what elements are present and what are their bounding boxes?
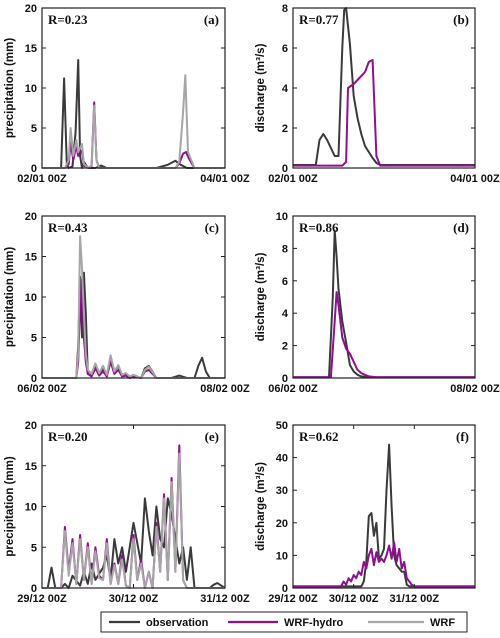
y-tick-label: 15 [25, 43, 37, 55]
series-wrf-hydro-panel-d [293, 291, 475, 379]
plot-frame-b [292, 7, 476, 169]
y-tick-label: 20 [276, 518, 288, 530]
y-axis-label-c: precipitation (mm) [4, 247, 16, 347]
legend-label-observation: observation [146, 617, 209, 629]
y-tick-label: 5 [31, 542, 37, 554]
panel-e: 0 5 10 15 20 29/12 00Z 30/12 00Z 31/12 00Z preci… [4, 420, 250, 605]
legend-label-wrf-hydro: WRF-hydro [284, 617, 344, 629]
correlation-label-c: R=0.43 [48, 220, 88, 235]
series-observation-panel-b [293, 7, 475, 166]
plot-frame-c [41, 215, 226, 379]
y-tick-label: 2 [282, 123, 288, 135]
y-tick-label: 20 [25, 211, 37, 223]
x-tick-label: 06/02 00Z [17, 383, 67, 395]
x-tick-label: 29/12 00Z [268, 593, 318, 605]
x-tick-label: 30/12 00Z [329, 593, 379, 605]
series-observation-panel-e [42, 497, 226, 589]
series-observation-panel-d [293, 229, 475, 379]
y-axis-label-d: discharge (m³/s) [255, 252, 267, 341]
x-tick-label: 02/01 00Z [268, 173, 318, 185]
correlation-label-f: R=0.62 [299, 429, 339, 444]
y-tick-label: 0 [31, 373, 37, 385]
y-axis-label-f: discharge (m³/s) [255, 462, 267, 551]
series-wrf-hydro-panel-f [293, 541, 475, 588]
series-observation-panel-c [42, 271, 225, 379]
y-tick-label: 6 [282, 43, 288, 55]
y-tick-label: 20 [25, 3, 37, 15]
y-tick-label: 50 [276, 420, 288, 432]
panel-c: 0 5 10 15 20 06/02 00Z 08/02 00Z precipitation … [4, 211, 250, 395]
y-tick-label: 4 [282, 308, 289, 320]
y-tick-label: 0 [282, 373, 288, 385]
y-tick-label: 15 [25, 252, 37, 264]
series-observation-panel-f [293, 443, 475, 588]
panel-letter-a: (a) [204, 12, 219, 27]
correlation-label-e: R=0.20 [48, 429, 88, 444]
panel-letter-b: (b) [453, 12, 469, 27]
correlation-label-a: R=0.23 [48, 12, 88, 27]
x-tick-label: 02/01 00Z [17, 173, 67, 185]
y-tick-label: 10 [276, 211, 288, 223]
correlation-label-b: R=0.77 [299, 12, 339, 27]
series-wrf-panel-e [42, 452, 225, 589]
x-tick-label: 04/01 00Z [200, 173, 250, 185]
y-tick-label: 40 [276, 453, 288, 465]
y-tick-label: 0 [282, 163, 288, 175]
x-tick-label: 08/02 00Z [200, 383, 250, 395]
y-tick-label: 0 [31, 583, 37, 595]
correlation-label-d: R=0.86 [299, 220, 339, 235]
y-tick-label: 5 [31, 333, 37, 345]
x-tick-label: 29/12 00Z [17, 593, 67, 605]
y-tick-label: 10 [25, 83, 37, 95]
series-wrf-panel-c [42, 235, 225, 379]
x-tick-label: 31/12 00Z [390, 593, 440, 605]
y-tick-label: 20 [25, 420, 37, 432]
panel-letter-c: (c) [205, 220, 219, 235]
plot-frame-f [292, 424, 476, 589]
panel-letter-e: (e) [205, 429, 219, 444]
y-axis-label-b: discharge (m³/s) [255, 43, 267, 132]
panel-f: 0 10 20 30 40 50 29/12 00Z 30/12 00Z 31/12 00Z di… [255, 420, 476, 605]
y-tick-label: 10 [25, 292, 37, 304]
y-tick-label: 0 [31, 163, 37, 175]
panel-letter-f: (f) [456, 429, 469, 444]
series-wrf-hydro-panel-c [42, 278, 225, 379]
x-tick-label: 30/12 00Z [109, 593, 159, 605]
series-wrf-panel-a [42, 74, 225, 169]
panel-d: 0 2 4 6 8 10 06/02 00Z 08/02 00Z discharge (m³/s… [255, 211, 500, 395]
x-tick-label: 31/12 00Z [200, 593, 250, 605]
panel-a: 0 5 10 15 20 02/01 00Z 04/01 00Z precipitation … [4, 3, 250, 185]
y-tick-label: 8 [282, 3, 288, 15]
x-tick-label: 08/02 00Z [450, 383, 500, 395]
y-tick-label: 15 [25, 461, 37, 473]
y-axis-label-a: precipitation (mm) [4, 38, 16, 138]
y-tick-label: 10 [25, 502, 37, 514]
y-tick-label: 6 [282, 276, 288, 288]
y-tick-label: 0 [282, 583, 288, 595]
x-tick-label: 04/01 00Z [450, 173, 500, 185]
panel-b: 0 2 4 6 8 02/01 00Z 04/01 00Z discharge (m³/s) R… [255, 3, 500, 185]
y-axis-label-e: precipitation (mm) [4, 456, 16, 556]
y-tick-label: 5 [31, 123, 37, 135]
legend: observation WRF-hydro WRF [100, 611, 468, 633]
y-tick-label: 8 [282, 243, 288, 255]
plot-frame-d [292, 215, 476, 379]
y-tick-label: 2 [282, 341, 288, 353]
legend-label-wrf: WRF [430, 617, 455, 629]
y-tick-label: 30 [276, 485, 288, 497]
series-wrf-hydro-panel-b [293, 59, 475, 167]
y-tick-label: 10 [276, 550, 288, 562]
y-tick-label: 4 [282, 83, 289, 95]
x-tick-label: 06/02 00Z [268, 383, 318, 395]
panel-letter-d: (d) [453, 220, 469, 235]
